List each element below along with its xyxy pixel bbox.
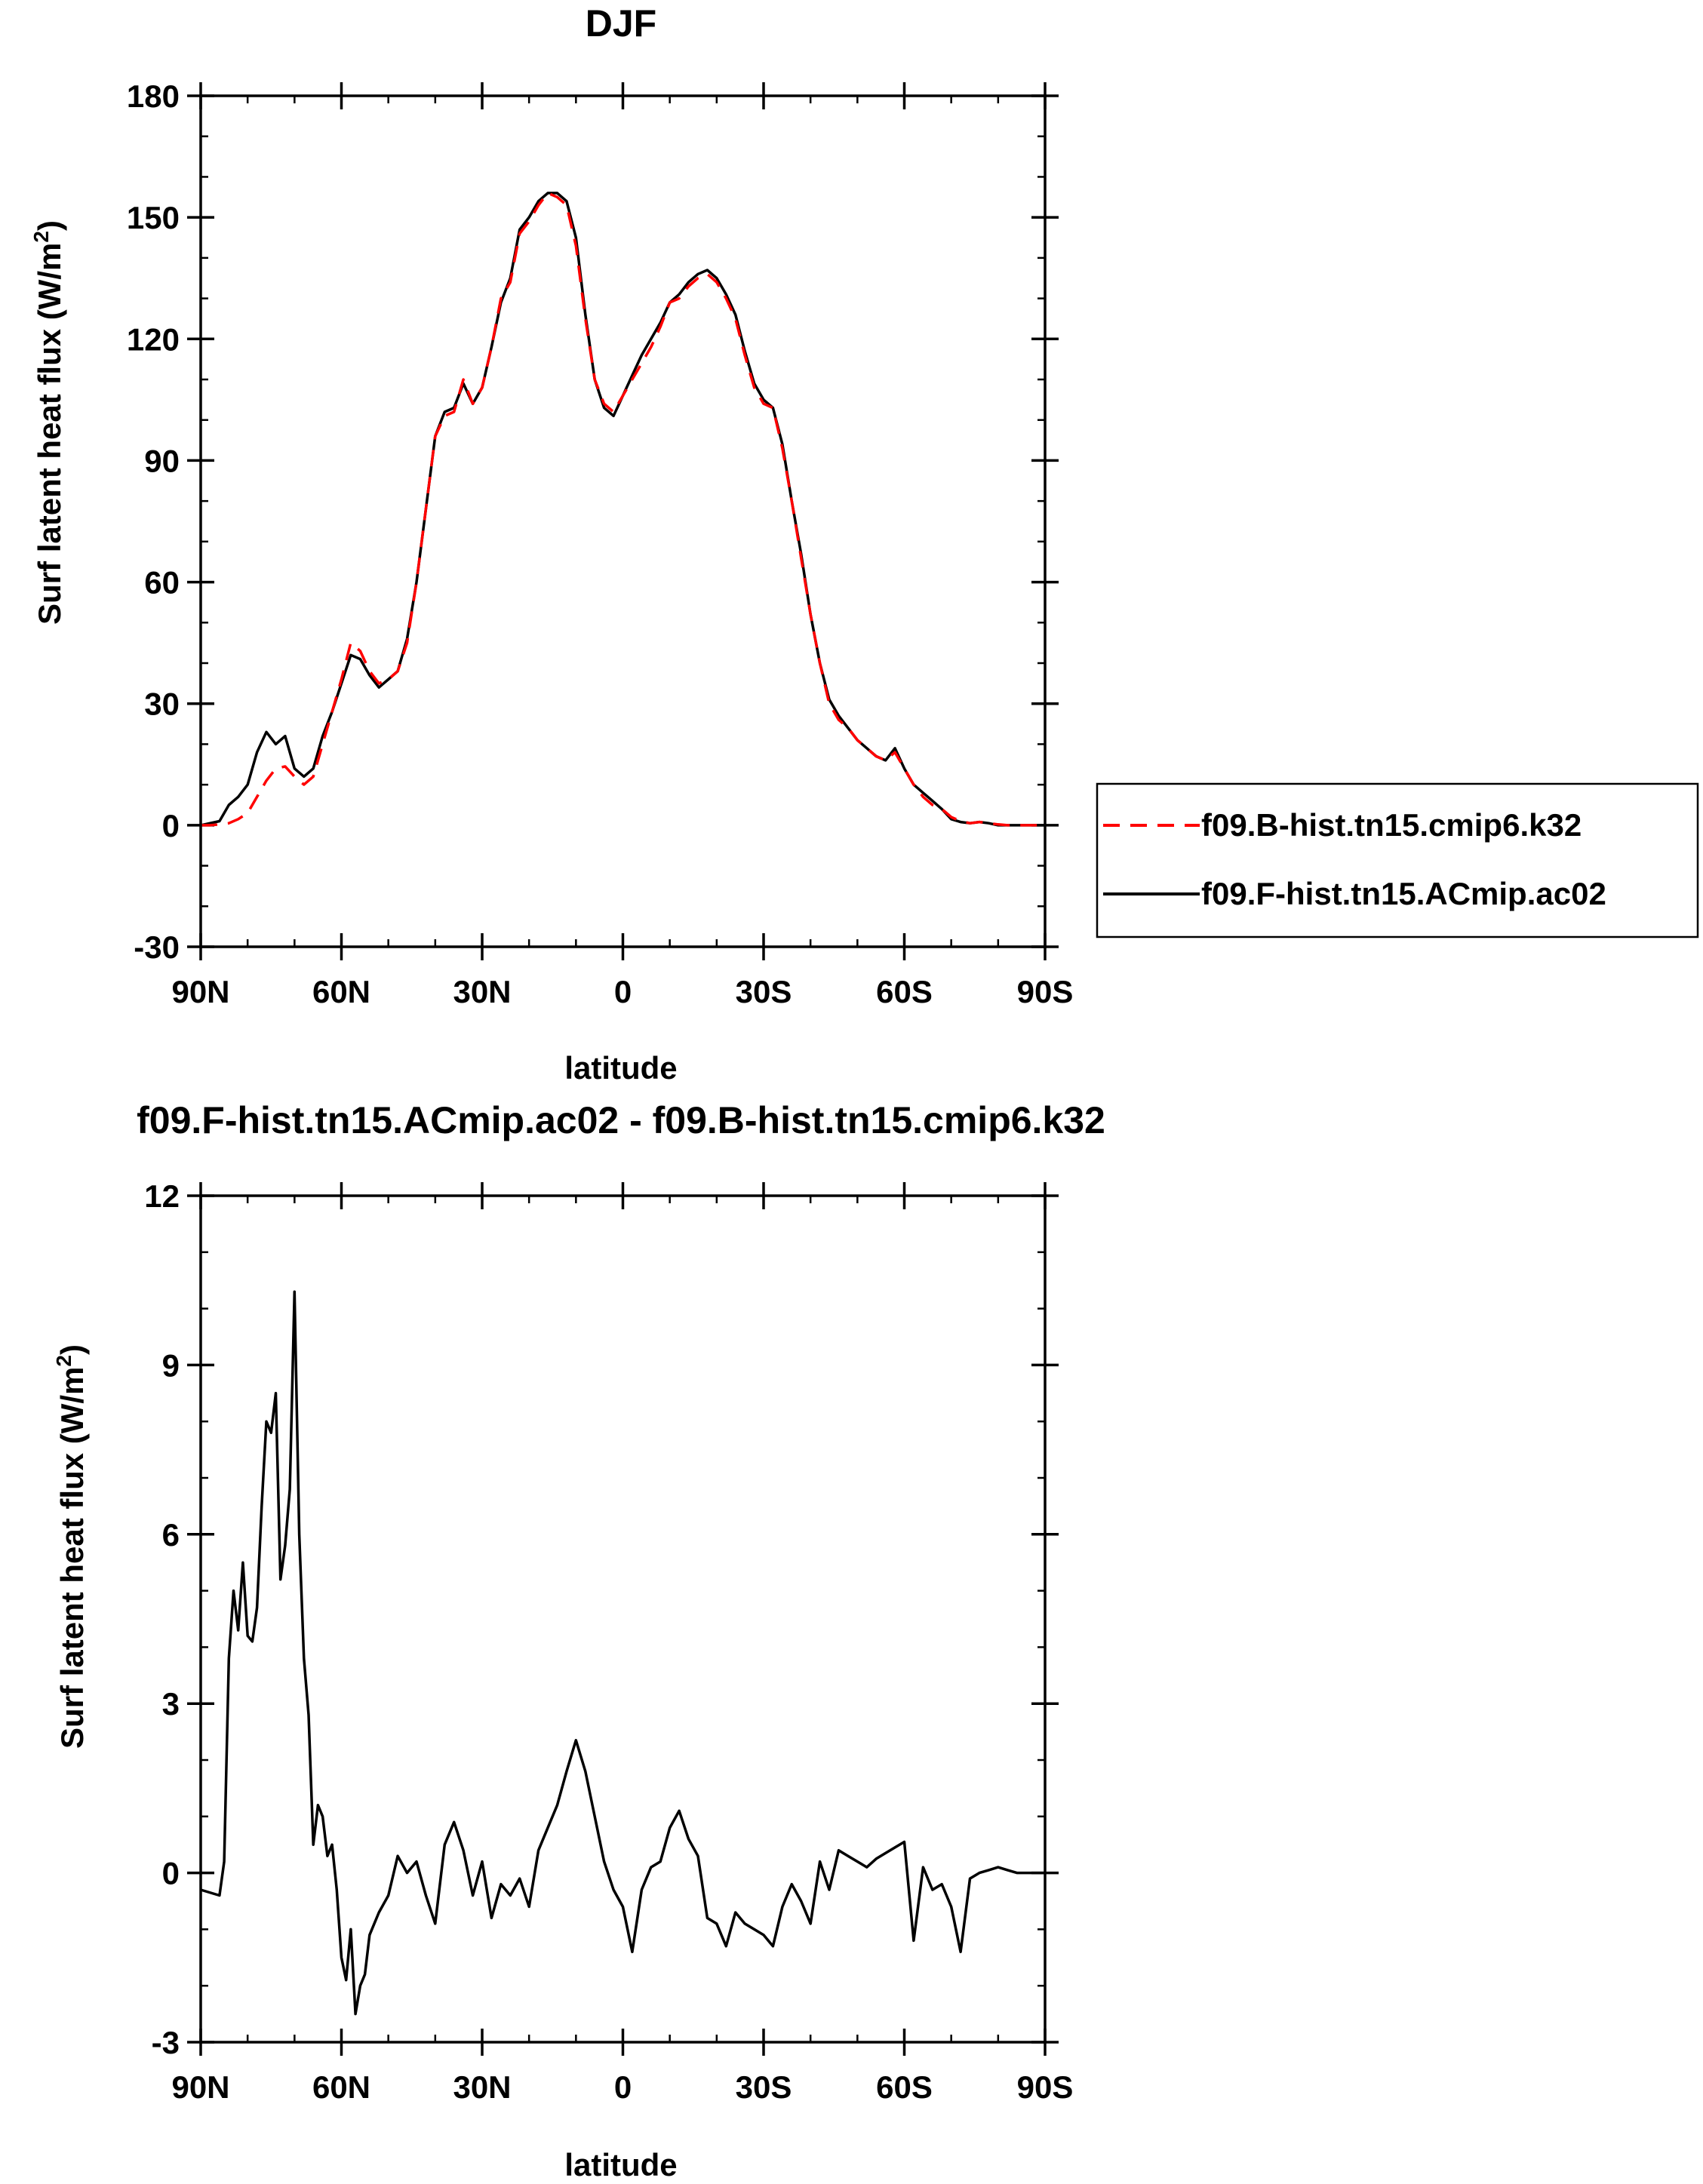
top-ylabel-close: ) [32,220,67,231]
bottom-xtick-label: 60N [312,2069,370,2105]
top-chart-grid: -30 0 30 60 90 120 150 180 90N 60N 30N 0 30S 60S 90S [127,78,1073,1009]
bottom-chart-series [200,1290,1045,2016]
top-ylabel-sup: 2 [29,231,53,243]
top-ytick-label: 60 [144,565,180,601]
svg-text:Surf latent heat flux (W/m2): Surf latent heat flux (W/m2) [29,220,67,625]
top-xtick-label: 0 [614,974,632,1009]
bottom-ytick-label: -3 [152,2025,180,2060]
top-ytick-label: 30 [144,687,180,722]
top-chart-panel: DJF Surf latent heat flux (W/m2) -30 0 30 6… [29,2,1699,1086]
top-ylabel-main: Surf latent heat flux (W/m [32,243,67,625]
bottom-xtick-label: 60S [876,2069,933,2105]
bottom-xtick-label: 0 [614,2069,632,2105]
bottom-ylabel-close: ) [54,1344,90,1355]
top-chart-title: DJF [586,2,656,45]
top-chart-ylabel: Surf latent heat flux (W/m2) [29,220,67,625]
bottom-ylabel-sup: 2 [52,1355,75,1367]
top-chart-xlabel: latitude [564,1050,677,1086]
bottom-chart-plot-frame [199,1194,1047,2044]
top-chart-plot-frame [199,94,1047,948]
top-chart-series [200,192,1045,827]
top-xtick-label: 30S [736,974,792,1009]
top-series-line-0 [201,192,1045,827]
bottom-chart-ylabel: Surf latent heat flux (W/m2) [52,1344,90,1749]
top-ytick-label: 120 [127,321,180,357]
top-xtick-label: 30N [453,974,511,1009]
top-ytick-label: 90 [144,443,180,478]
bottom-xtick-label: 90S [1017,2069,1074,2105]
bottom-chart-title: f09.F-hist.tn15.ACmip.ac02 - f09.B-hist.… [137,1099,1105,1141]
top-ytick-label: 180 [127,78,180,114]
legend-box [1096,782,1699,938]
top-xtick-label: 60N [312,974,370,1009]
bottom-ytick-label: 9 [162,1347,180,1383]
top-ytick-label: 150 [127,200,180,235]
top-ytick-label: -30 [134,929,180,965]
bottom-ytick-label: 12 [144,1178,180,1214]
legend-label-f-hist: f09.F-hist.tn15.ACmip.ac02 [1201,876,1606,911]
bottom-ytick-label: 6 [162,1517,180,1553]
svg-text:Surf latent heat flux (W/m2): Surf latent heat flux (W/m2) [52,1344,90,1749]
bottom-xtick-label: 30N [453,2069,511,2105]
top-xtick-label: 90S [1017,974,1074,1009]
bottom-series-line-0 [200,1290,1045,2016]
top-ytick-label: 0 [162,808,180,843]
bottom-chart-grid: -3 0 3 6 9 12 90N 60N 30N 0 30S 60S 90S [144,1178,1073,2105]
bottom-ytick-label: 0 [162,1856,180,1891]
top-chart-legend: f09.B-hist.tn15.cmip6.k32 f09.F-hist.tn1… [1096,782,1699,938]
top-xtick-label: 90N [171,974,229,1009]
bottom-chart-xlabel: latitude [564,2147,677,2182]
bottom-ylabel-main: Surf latent heat flux (W/m [54,1367,90,1749]
bottom-xtick-label: 30S [736,2069,792,2105]
bottom-chart-panel: f09.F-hist.tn15.ACmip.ac02 - f09.B-hist.… [52,1099,1105,2182]
bottom-ytick-label: 3 [162,1686,180,1722]
top-xtick-label: 60S [876,974,933,1009]
legend-label-b-hist: f09.B-hist.tn15.cmip6.k32 [1201,807,1582,843]
bottom-xtick-label: 90N [171,2069,229,2105]
